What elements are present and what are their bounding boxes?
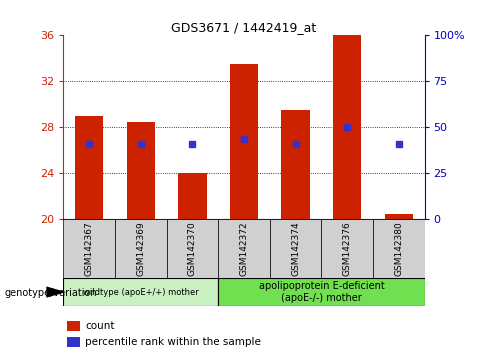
Text: GSM142367: GSM142367 — [85, 221, 94, 276]
Text: GSM142374: GSM142374 — [291, 221, 300, 276]
Bar — [67, 321, 80, 331]
Bar — [218, 278, 425, 306]
Text: percentile rank within the sample: percentile rank within the sample — [85, 337, 261, 347]
Bar — [322, 219, 373, 278]
Bar — [166, 219, 218, 278]
Text: GSM142380: GSM142380 — [394, 221, 403, 276]
Text: count: count — [85, 321, 115, 331]
Bar — [385, 214, 413, 219]
Text: GSM142372: GSM142372 — [240, 221, 248, 276]
Text: genotype/variation: genotype/variation — [5, 288, 98, 298]
Bar — [67, 337, 80, 347]
Bar — [373, 219, 425, 278]
Bar — [127, 122, 155, 219]
Bar — [282, 110, 310, 219]
Title: GDS3671 / 1442419_at: GDS3671 / 1442419_at — [171, 21, 317, 34]
Text: GSM142369: GSM142369 — [136, 221, 145, 276]
Text: apolipoprotein E-deficient
(apoE-/-) mother: apolipoprotein E-deficient (apoE-/-) mot… — [259, 281, 384, 303]
Bar — [63, 219, 115, 278]
Text: GSM142376: GSM142376 — [343, 221, 352, 276]
Bar — [63, 278, 218, 306]
Polygon shape — [46, 286, 66, 298]
Bar — [230, 64, 258, 219]
Text: GSM142370: GSM142370 — [188, 221, 197, 276]
Bar — [115, 219, 166, 278]
Bar — [218, 219, 270, 278]
Bar — [270, 219, 322, 278]
Bar — [75, 116, 103, 219]
Bar — [178, 173, 206, 219]
Bar — [333, 35, 362, 219]
Text: wildtype (apoE+/+) mother: wildtype (apoE+/+) mother — [83, 287, 199, 297]
